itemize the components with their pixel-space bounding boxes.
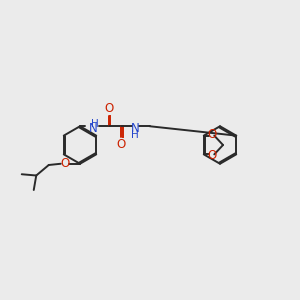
Text: N: N (88, 122, 98, 135)
Text: O: O (208, 128, 217, 141)
Text: O: O (60, 157, 70, 170)
Text: O: O (117, 137, 126, 151)
Text: H: H (131, 130, 139, 140)
Text: N: N (130, 122, 140, 135)
Text: O: O (208, 149, 217, 162)
Text: H: H (91, 119, 99, 129)
Text: O: O (104, 102, 113, 115)
